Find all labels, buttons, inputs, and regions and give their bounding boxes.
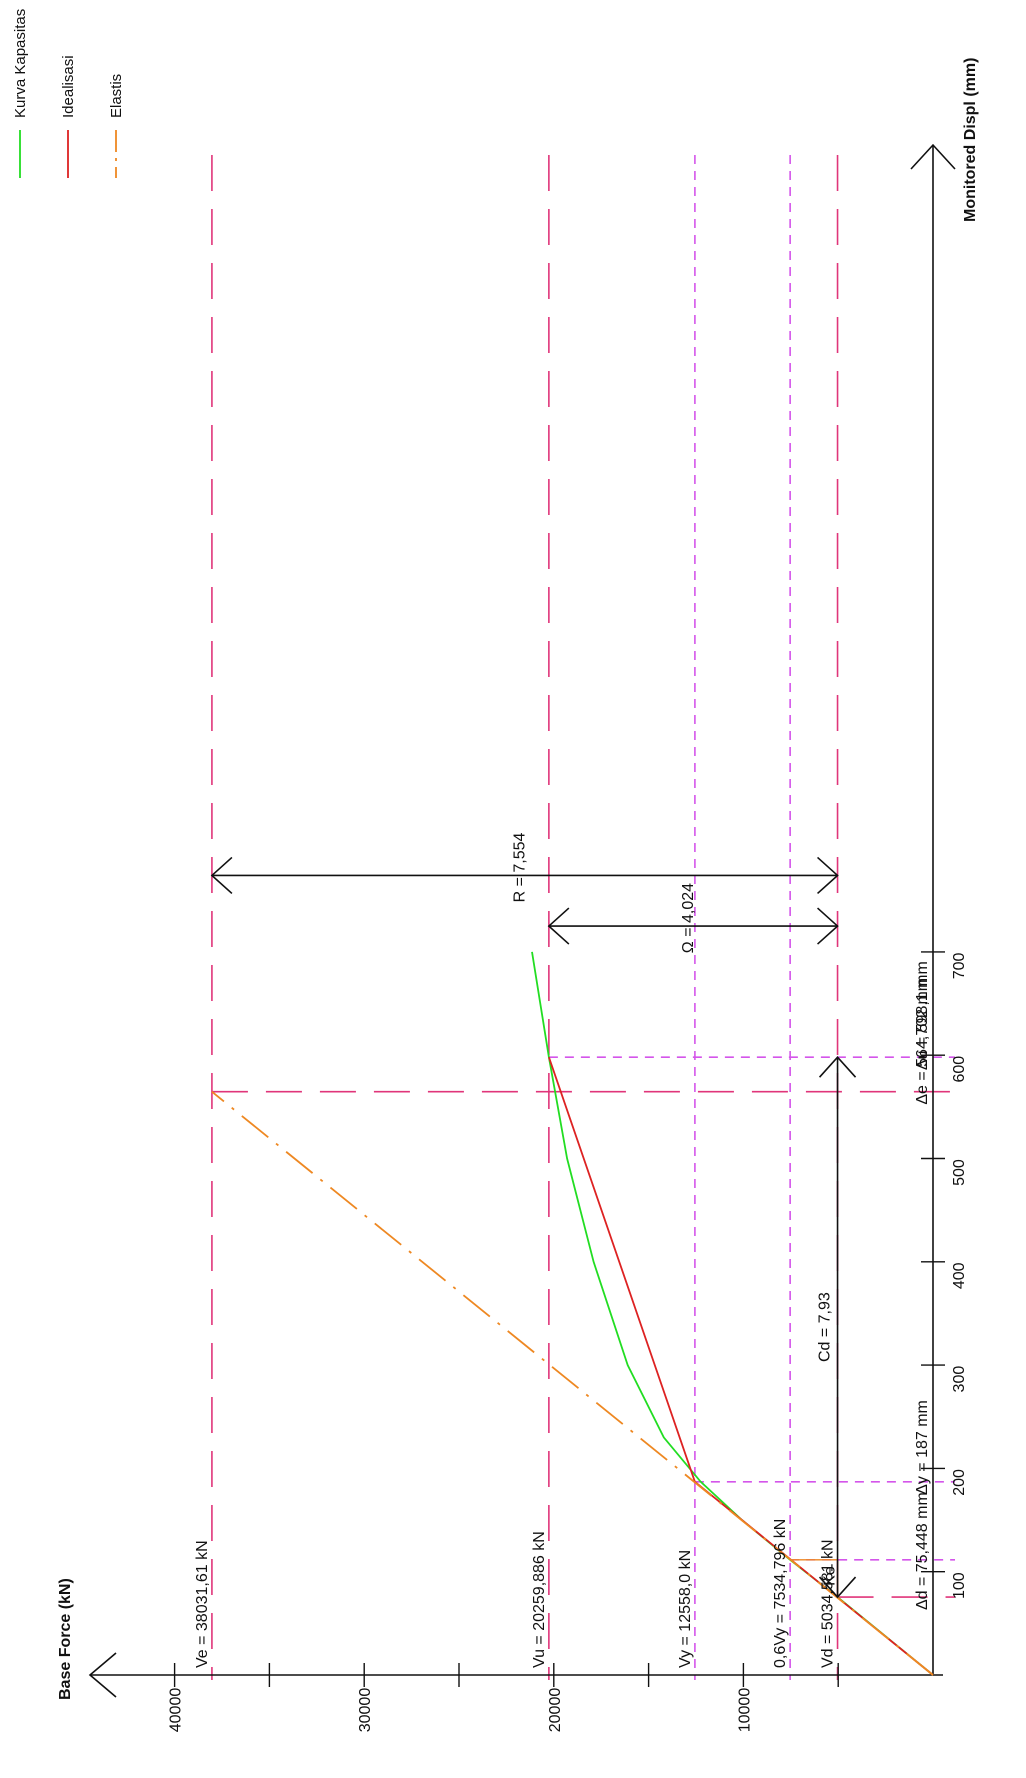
reference-lines	[211, 155, 955, 1680]
x-axis-title: Monitored Displ (mm)	[962, 58, 979, 222]
arrow-head-end-1	[817, 907, 839, 945]
arrow-head-start-2	[818, 1576, 857, 1599]
displ-line-label-4: Δu = 598,1 mm	[914, 961, 931, 1070]
displ-axis-arrowhead	[910, 143, 956, 170]
force-line-label-2: Vy = 12558,0 kN	[677, 1550, 694, 1668]
displ-line-label-0: Δd = 75,448 mm	[914, 1492, 931, 1610]
force-axis-arrowhead	[88, 1652, 117, 1698]
arrow-head-start-0	[210, 856, 233, 895]
ke-label: Ke	[822, 1566, 839, 1586]
x-tick-label-100: 100	[951, 1572, 968, 1599]
dimension-arrows	[210, 856, 857, 1599]
series-elastis	[211, 1091, 934, 1676]
displ-line-label-2: Δy = 187 mm	[914, 1400, 931, 1495]
y-tick-label-30000: 30000	[357, 1688, 374, 1733]
displ-line-label-3: Δe = 564,702 mm	[914, 978, 931, 1105]
y-tick-label-20000: 20000	[547, 1688, 564, 1733]
legend-label-0: Kurva Kapasitas	[12, 9, 29, 118]
y-axis-title: Base Force (kN)	[57, 1578, 74, 1700]
series-kurva-kapasitas	[531, 951, 934, 1676]
arrow-head-end-0	[817, 856, 839, 895]
legend-label-1: Idealisasi	[60, 55, 77, 118]
force-line-label-4: Vd = 5034,581 kN	[820, 1539, 837, 1668]
arrow-head-end-2	[818, 1055, 857, 1078]
force-line-label-0: Ve = 38031,61 kN	[194, 1540, 211, 1668]
legend-label-2: Elastis	[108, 74, 125, 118]
axes	[88, 143, 956, 1698]
arrow-head-start-1	[547, 907, 570, 945]
legend: Kurva Kapasitas Idealisasi Elastis	[12, 9, 125, 178]
y-tick-label-10000: 10000	[736, 1688, 753, 1733]
series-idealisasi	[548, 1056, 934, 1676]
x-tick-label-700: 700	[951, 952, 968, 979]
x-tick-label-300: 300	[951, 1366, 968, 1393]
labels-layer: Ve = 38031,61 kN Vu = 20259,886 kN Vy = 12…	[57, 58, 979, 1733]
force-line-label-1: Vu = 20259,886 kN	[531, 1531, 548, 1668]
x-tick-label-400: 400	[951, 1262, 968, 1289]
x-tick-label-600: 600	[951, 1056, 968, 1083]
x-tick-label-500: 500	[951, 1159, 968, 1186]
x-tick-label-200: 200	[951, 1469, 968, 1496]
force-line-label-3: 0,6Vy = 7534,796 kN	[772, 1519, 789, 1668]
arrow-label-0: R = 7,554	[512, 832, 529, 902]
arrow-label-1: Ω = 4,024	[680, 883, 697, 953]
y-tick-label-40000: 40000	[168, 1688, 185, 1733]
arrow-label-2: Cd = 7,93	[817, 1292, 834, 1362]
